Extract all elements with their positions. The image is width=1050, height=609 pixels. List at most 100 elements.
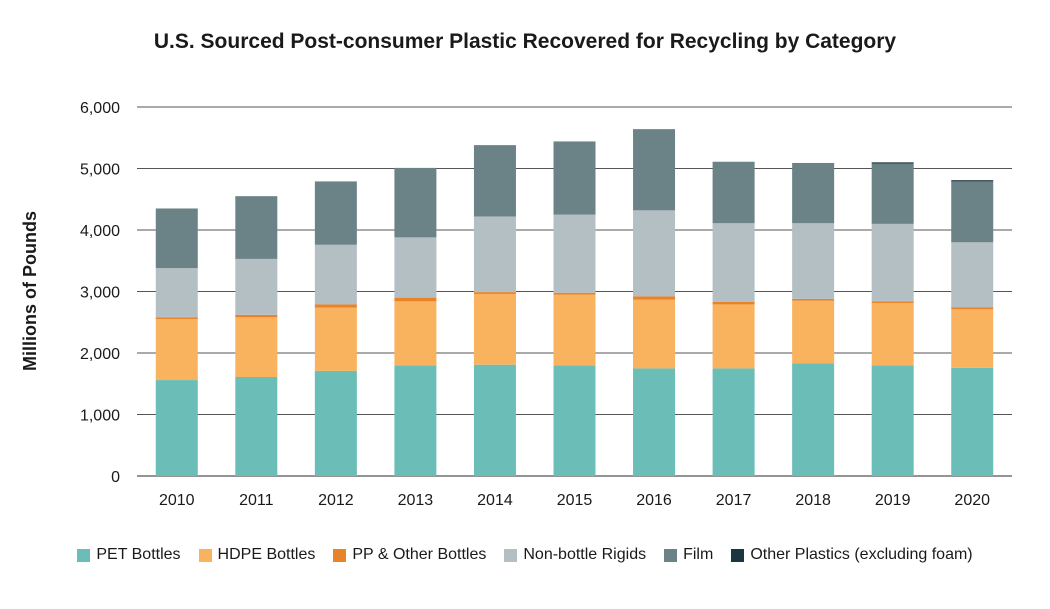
bar-segment [394, 301, 437, 366]
legend-swatch [504, 548, 518, 562]
x-tick-label: 2017 [716, 492, 752, 509]
legend-item: Other Plastics (excluding foam) [731, 546, 973, 564]
bars [155, 129, 994, 476]
bar-segment [473, 364, 516, 476]
bar-segment [155, 208, 198, 269]
bar-segment [871, 163, 914, 224]
bar-segment [553, 214, 596, 293]
y-tick-label: 4,000 [80, 223, 120, 240]
bar-segment [394, 167, 437, 238]
bar-segment [712, 161, 755, 224]
legend-item: PP & Other Bottles [333, 546, 486, 564]
bar-segment [633, 129, 676, 211]
bar-segment [792, 300, 835, 364]
legend-label: HDPE Bottles [217, 546, 316, 563]
bar-segment [792, 223, 835, 299]
bar-segment [553, 292, 596, 295]
bar-segment [473, 292, 516, 294]
legend-label: Film [683, 546, 714, 563]
bar-segment [235, 376, 278, 476]
bar-segment [235, 196, 278, 259]
x-tick-label: 2016 [636, 492, 672, 509]
bar-segment [951, 242, 994, 308]
bar-segment [633, 296, 676, 300]
bar-segment [792, 162, 835, 224]
x-tick-label: 2010 [159, 492, 195, 509]
bar-segment [951, 180, 994, 182]
bar-segment [155, 380, 198, 476]
y-tick-label: 2,000 [80, 346, 120, 363]
y-tick-label: 3,000 [80, 285, 120, 302]
bar-segment [394, 237, 437, 298]
legend-item: HDPE Bottles [198, 546, 316, 564]
bar-segment [155, 319, 198, 381]
x-tick-label: 2015 [557, 492, 593, 509]
legend-item: Non-bottle Rigids [504, 546, 646, 564]
bar-segment [951, 307, 994, 310]
bar-segment [473, 145, 516, 217]
legend-swatch [333, 548, 347, 562]
y-axis-ticks: 0 1,000 2,000 3,000 4,000 5,000 6,000 [80, 100, 120, 486]
legend-swatch [664, 548, 678, 562]
bar-segment [553, 294, 596, 366]
bar-segment [712, 304, 755, 369]
y-tick-label: 5,000 [80, 162, 120, 179]
bar-segment [394, 297, 437, 302]
stacked-bar-chart: 0 1,000 2,000 3,000 4,000 5,000 6,000 2010 2011… [20, 100, 1012, 509]
bar-segment [871, 223, 914, 302]
y-axis-label: Millions of Pounds [20, 211, 40, 371]
legend: PET Bottles HDPE Bottles PP & Other Bottle… [0, 546, 1050, 564]
bar-segment [235, 258, 278, 315]
legend-label: PET Bottles [96, 546, 181, 563]
bar-segment [951, 367, 994, 476]
bar-segment [473, 216, 516, 293]
bar-segment [235, 314, 278, 318]
bar-segment [951, 309, 994, 368]
bar-segment [792, 363, 835, 476]
bar-segment [155, 268, 198, 318]
bar-segment [871, 365, 914, 476]
bar-segment [553, 365, 596, 476]
bar-segment [712, 368, 755, 476]
bar-segment [951, 181, 994, 243]
bar-segment [473, 293, 516, 365]
legend-swatch [77, 548, 91, 562]
bar-segment [314, 370, 357, 476]
bar-segment [712, 223, 755, 302]
bar-segment [792, 298, 835, 301]
x-tick-label: 2020 [954, 492, 990, 509]
chart-title: U.S. Sourced Post-consumer Plastic Recov… [153, 30, 897, 53]
bar-segment [155, 317, 198, 320]
bar-segment [553, 141, 596, 215]
bar-segment [633, 368, 676, 476]
bar-segment [712, 301, 755, 305]
x-tick-label: 2018 [795, 492, 831, 509]
x-tick-label: 2013 [398, 492, 434, 509]
bar-segment [314, 307, 357, 371]
bar-segment [314, 244, 357, 305]
bar-segment [633, 210, 676, 297]
bar-segment [871, 301, 914, 304]
y-tick-label: 6,000 [80, 100, 120, 117]
y-tick-label: 0 [111, 469, 120, 486]
legend-label: Non-bottle Rigids [523, 546, 647, 563]
x-axis-ticks: 2010 2011 2012 2013 2014 2015 2016 2017 2018 2019… [159, 492, 990, 509]
legend-label: Other Plastics (excluding foam) [750, 546, 973, 563]
bar-segment [394, 365, 437, 476]
x-tick-label: 2014 [477, 492, 513, 509]
bar-segment [871, 162, 914, 164]
y-tick-label: 1,000 [80, 408, 120, 425]
x-tick-label: 2011 [239, 492, 274, 509]
x-tick-label: 2012 [318, 492, 354, 509]
legend-swatch [731, 548, 745, 562]
bar-segment [235, 317, 278, 377]
x-tick-label: 2019 [875, 492, 911, 509]
legend-label: PP & Other Bottles [352, 546, 487, 563]
bar-segment [314, 304, 357, 308]
legend-swatch [198, 548, 212, 562]
bar-segment [314, 181, 357, 245]
legend-item: PET Bottles [77, 546, 181, 564]
bar-segment [871, 303, 914, 366]
legend-item: Film [664, 546, 713, 564]
bar-segment [633, 299, 676, 369]
